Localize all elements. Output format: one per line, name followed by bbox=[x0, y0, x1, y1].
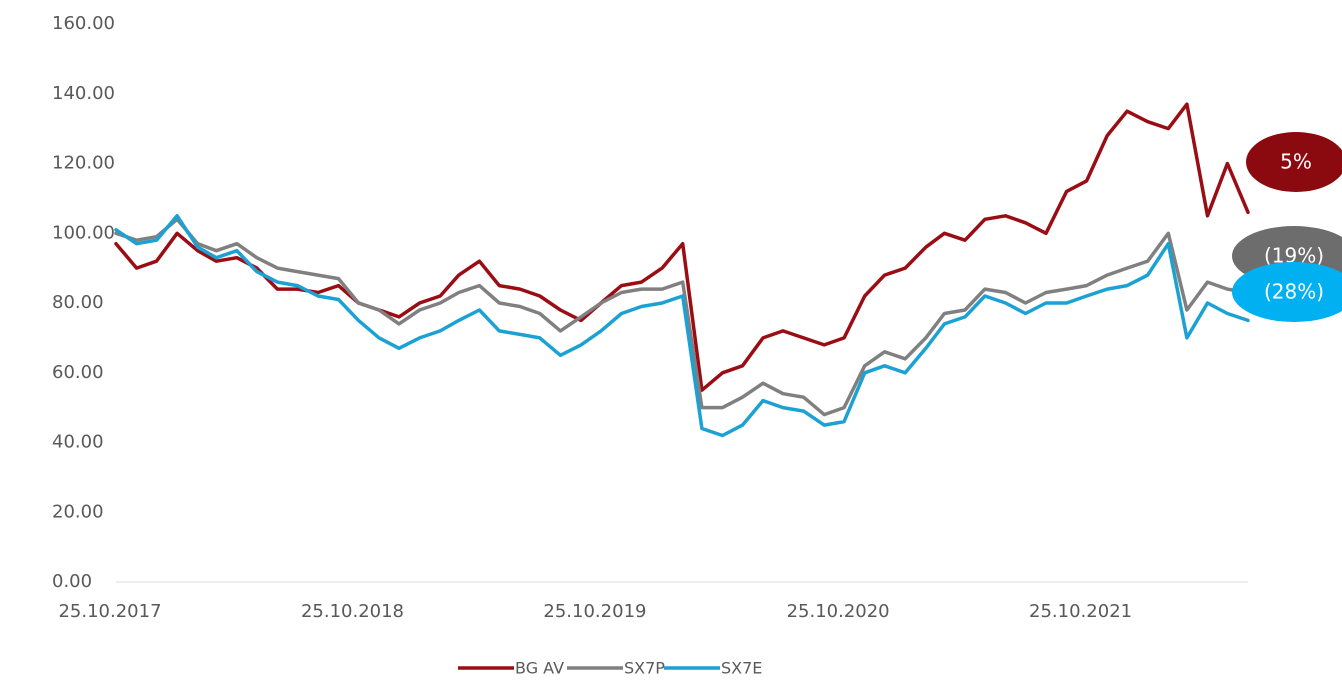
series-line bbox=[114, 214, 1250, 438]
annotation-badge bbox=[1232, 262, 1342, 322]
legend-label: SX7E bbox=[721, 659, 762, 678]
x-tick-label: 25.10.2019 bbox=[543, 601, 646, 622]
x-tick-label: 25.10.2017 bbox=[58, 601, 161, 622]
y-tick-label: 40.00 bbox=[52, 432, 104, 453]
legend-label: BG AV bbox=[515, 659, 564, 678]
series-line bbox=[114, 217, 1250, 417]
y-tick-label: 20.00 bbox=[52, 501, 104, 522]
y-tick-label: 160.00 bbox=[52, 13, 115, 34]
annotation-text: 5% bbox=[1280, 150, 1312, 174]
annotation-badge bbox=[1246, 132, 1342, 192]
y-tick-label: 60.00 bbox=[52, 362, 104, 383]
legend-label: SX7P bbox=[624, 659, 665, 678]
y-tick-label: 120.00 bbox=[52, 153, 115, 174]
series-line bbox=[114, 102, 1250, 392]
x-tick-label: 25.10.2020 bbox=[787, 601, 890, 622]
x-tick-label: 25.10.2018 bbox=[301, 601, 404, 622]
annotation-text: (28%) bbox=[1264, 280, 1324, 304]
y-tick-label: 0.00 bbox=[52, 571, 92, 592]
y-tick-label: 80.00 bbox=[52, 292, 104, 313]
y-tick-label: 100.00 bbox=[52, 222, 115, 243]
y-tick-label: 140.00 bbox=[52, 83, 115, 104]
x-tick-label: 25.10.2021 bbox=[1029, 601, 1132, 622]
